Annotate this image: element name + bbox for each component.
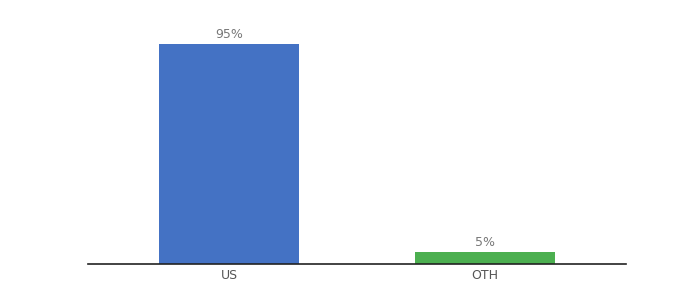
Text: 95%: 95% (215, 28, 243, 41)
Text: 5%: 5% (475, 236, 495, 249)
Bar (158, 44, 299, 264)
Bar (415, 252, 556, 264)
